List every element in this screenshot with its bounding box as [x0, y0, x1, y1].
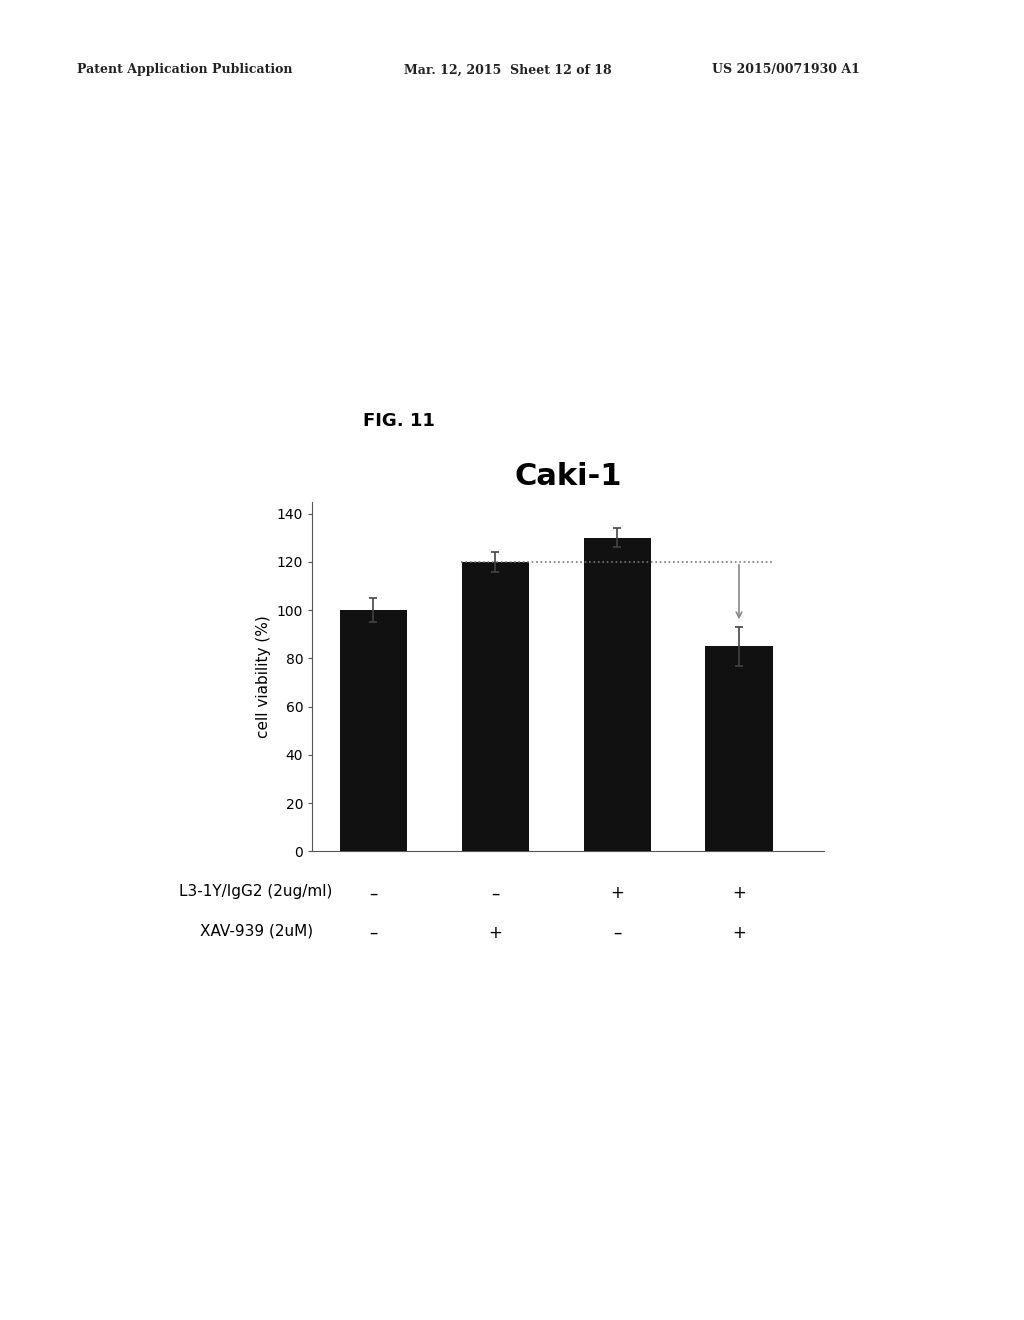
Text: –: – [490, 884, 500, 903]
Text: Patent Application Publication: Patent Application Publication [77, 63, 292, 77]
Bar [340, 610, 407, 851]
Text: +: + [732, 924, 745, 942]
Bar [584, 537, 650, 851]
Y-axis label: cell viability (%): cell viability (%) [256, 615, 271, 738]
Text: +: + [610, 884, 624, 903]
Text: XAV-939 (2uM): XAV-939 (2uM) [200, 924, 312, 939]
Text: –: – [369, 924, 378, 942]
Text: –: – [613, 924, 622, 942]
Text: Mar. 12, 2015  Sheet 12 of 18: Mar. 12, 2015 Sheet 12 of 18 [404, 63, 612, 77]
Title: Caki-1: Caki-1 [515, 462, 622, 491]
Text: L3-1Y/IgG2 (2ug/ml): L3-1Y/IgG2 (2ug/ml) [179, 884, 333, 899]
Text: US 2015/0071930 A1: US 2015/0071930 A1 [712, 63, 859, 77]
Text: –: – [369, 884, 378, 903]
Bar [462, 562, 528, 851]
Text: +: + [488, 924, 502, 942]
Bar [706, 647, 772, 851]
Text: +: + [732, 884, 745, 903]
Text: FIG. 11: FIG. 11 [364, 412, 435, 430]
